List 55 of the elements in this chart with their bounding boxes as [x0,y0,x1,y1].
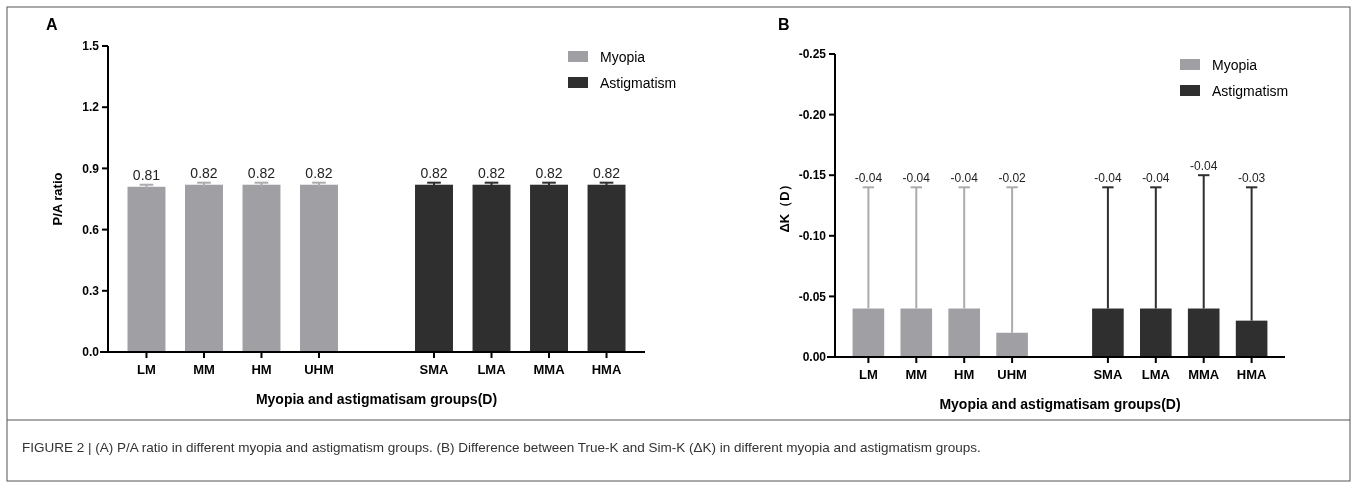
data-label: 0.82 [420,164,448,181]
x-tick-label: UHM [997,367,1027,382]
y-tick-label: 0.6 [82,222,100,237]
annotation: -0.04 [1094,171,1122,186]
legend-label: Astigmatism [600,74,677,91]
chart-title: A [46,16,58,33]
legend-label: Myopia [1212,56,1258,73]
y-tick-label: -0.25 [798,47,827,62]
annotation: -0.04 [1142,171,1170,186]
legend-label: Astigmatism [1212,82,1289,99]
data-label: 0.82 [477,164,506,181]
x-tick-label: LM [137,362,156,377]
x-tick-label: HM [954,367,975,382]
x-tick-label: MM [905,367,928,382]
data-label: 0.81 [132,166,161,183]
x-tick-label: MMA [533,362,566,377]
x-tick-label: HMA [1236,367,1268,382]
y-tick-label: 0.9 [82,161,100,176]
y-tick-label: 1.2 [82,100,100,115]
y-tick-label: 0.3 [82,284,100,298]
chart-title: B [778,16,790,33]
y-tick-label: -0.15 [798,168,827,183]
x-tick-label: MM [193,362,215,377]
x-tick-label: SMA [419,362,450,377]
annotation: -0.04 [950,171,979,186]
data-label: 0.82 [305,164,333,181]
x-tick-label: MMA [1188,367,1220,382]
annotation: -0.03 [1237,171,1266,186]
y-tick-label: -0.20 [798,107,827,122]
x-axis-title: Myopia and astigmatisam groups(D) [939,396,1181,412]
x-tick-label: HMA [591,362,622,377]
x-tick-label: SMA [1093,367,1123,382]
y-tick-label: 0.00 [802,350,827,365]
x-tick-label: HM [251,362,272,377]
x-tick-label: UHM [304,362,334,377]
data-label: 0.82 [190,164,218,181]
annotation: -0.04 [854,171,883,186]
y-tick-label: -0.10 [798,229,827,243]
x-tick-label: LM [859,367,878,382]
annotation: -0.04 [902,171,931,186]
x-tick-label: LMA [477,362,507,377]
y-axis-title: ΔK（D） [777,178,792,233]
y-tick-label: -0.05 [798,289,827,304]
caption: FIGURE 2 | (A) P/A ratio in different myopia and astigmatism groups. (B) Difference between True-K and Sim-K (ΔK) in different myopia and astigmatism groups. [22,440,981,455]
legend-label: Myopia [600,48,646,65]
annotation: -0.02 [998,171,1027,186]
data-label: 0.82 [592,164,621,181]
y-tick-label: 1.5 [82,39,100,54]
data-label: 0.82 [247,164,276,181]
annotation: -0.04 [1190,159,1218,174]
data-label: 0.82 [535,164,563,181]
y-axis-title: P/A ratio [50,172,65,226]
y-tick-label: 0.0 [82,345,100,360]
x-tick-label: LMA [1141,367,1171,382]
x-axis-title: Myopia and astigmatisam groups(D) [255,391,498,407]
